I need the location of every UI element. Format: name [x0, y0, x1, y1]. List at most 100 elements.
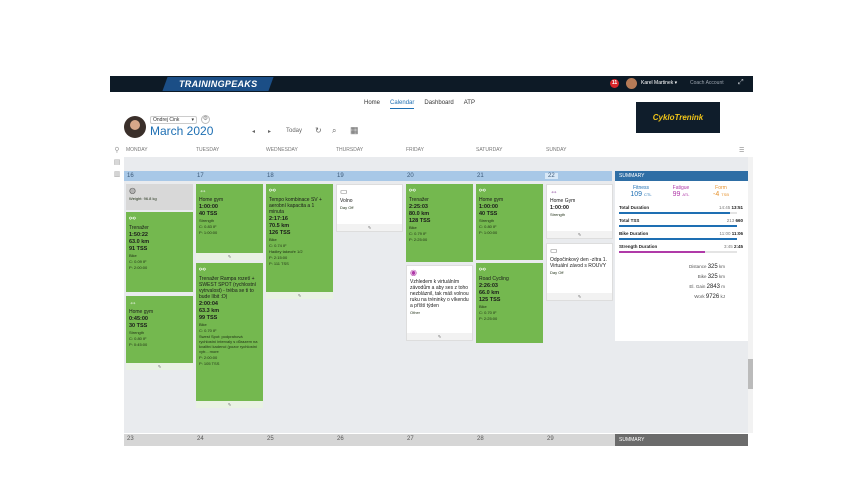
- bike-icon: ⚯: [479, 265, 486, 274]
- fatigue-unit: ATL: [682, 192, 690, 197]
- workout-card[interactable]: ⇔ Home gym 1:00:00 40 TSS Strength C: 0.…: [196, 184, 263, 260]
- summary-row-plan: 213: [726, 218, 735, 223]
- weekday-label: WEDNESDAY: [266, 147, 298, 153]
- athlete-select[interactable]: Ondrej Cink ▾: [150, 116, 197, 124]
- comment-icon[interactable]: ✎: [266, 292, 333, 299]
- date-label: 20: [407, 173, 414, 179]
- stat-label: El. Gain: [689, 284, 706, 289]
- expand-icon[interactable]: ⤢: [738, 79, 744, 86]
- workout-planned: P: 2:15:00: [269, 255, 288, 260]
- date-label: 16: [127, 173, 134, 179]
- tab-calendar[interactable]: Calendar: [390, 100, 415, 109]
- summary-row-label: Strength Duration: [619, 244, 658, 249]
- notification-badge[interactable]: 11: [610, 79, 619, 88]
- list-view-icon[interactable]: ☰: [739, 148, 745, 154]
- prev-icon[interactable]: ◂: [252, 129, 256, 135]
- workout-card[interactable]: ⚯ Road Cycling 2:26:03 66.0 km 125 TSS B…: [476, 263, 543, 343]
- comment-icon[interactable]: ✎: [547, 293, 612, 300]
- workout-tss: 30 TSS: [129, 323, 148, 329]
- workout-if: C: 0.09 IF: [129, 259, 147, 264]
- progress-track: [619, 225, 737, 227]
- note-card[interactable]: ◉ Vzhledem k virtuálním závodům a aby se…: [406, 265, 473, 341]
- summary-row-plan: 11:00: [719, 231, 731, 236]
- dayoff-card[interactable]: ▭ Odpočinkový den -zítra 1. Virtuální zá…: [546, 243, 613, 301]
- trainingpeaks-logo[interactable]: TRAININGPEAKS: [162, 77, 274, 91]
- stat-bike: Bike 325 km: [645, 274, 725, 280]
- comment-icon[interactable]: ✎: [196, 401, 263, 408]
- workout-title: Home gym: [199, 197, 224, 203]
- coach-account-link[interactable]: Coach Account: [690, 80, 724, 86]
- gear-icon[interactable]: ⚙: [201, 115, 210, 124]
- workout-tss: 99 TSS: [199, 315, 218, 321]
- workout-card[interactable]: ⚯ Tempo kombinace SV + aerobní kapacita …: [266, 184, 333, 299]
- summary-header: SUMMARY: [615, 171, 748, 181]
- comment-icon[interactable]: ✎: [126, 363, 193, 370]
- stat-value: 325: [707, 264, 718, 270]
- user-avatar[interactable]: [626, 78, 637, 89]
- workout-type: Bike: [269, 237, 277, 242]
- stat-label: Distance: [688, 264, 707, 269]
- date-label: 26: [337, 436, 344, 442]
- comment-icon[interactable]: ✎: [337, 224, 402, 231]
- summary-row-actual: 2:45: [733, 244, 743, 249]
- progress-fill: [619, 225, 737, 227]
- month-title: March 2020: [150, 124, 214, 138]
- workout-card[interactable]: ⇔ Home Gym 1:00:00 Strength ✎: [546, 184, 613, 239]
- workout-card[interactable]: ⚯ Trenažer Rampa rozetí + SWEST SPOT (ry…: [196, 263, 263, 408]
- scrollbar-track[interactable]: [748, 157, 753, 433]
- stat-work: Work 9726 kJ: [645, 294, 725, 300]
- athlete-avatar: [124, 116, 146, 138]
- date-label: 19: [337, 173, 344, 179]
- summary-row-actual: 660: [735, 218, 743, 223]
- user-menu[interactable]: Karel Martinek ▾: [641, 80, 678, 86]
- person-icon[interactable]: ⚲: [114, 147, 120, 154]
- workout-note: Hadley takeoře 1/2: [269, 249, 303, 254]
- workout-card[interactable]: ⚯ Trenažer 1:50:22 63.0 km 91 TSS Bike C…: [126, 212, 193, 292]
- workout-if: C: 0.79 IF: [409, 231, 427, 236]
- workout-card[interactable]: ⚯ Trenažer 2:25:03 80.0 km 128 TSS Bike …: [406, 184, 473, 262]
- stopwatch-icon: ◉: [410, 268, 417, 277]
- dayoff-card[interactable]: ▭ Volno Day Off ✎: [336, 184, 403, 232]
- comment-icon[interactable]: ✎: [407, 333, 472, 340]
- tab-home[interactable]: Home: [364, 100, 381, 106]
- cyklotrenink-logo: CykloTrenink: [636, 102, 720, 133]
- workout-duration: 2:25:03: [409, 204, 428, 210]
- today-button[interactable]: Today: [286, 128, 303, 134]
- workout-duration: 2:17:16: [269, 216, 288, 222]
- comment-icon[interactable]: ✎: [196, 253, 263, 260]
- workout-description: Swest Spot: podprahová rychlostní interv…: [199, 334, 258, 354]
- workout-distance: 63.3 km: [199, 308, 220, 314]
- workout-if: C: 0.70 IF: [199, 328, 217, 333]
- date-label: 29: [547, 436, 554, 442]
- summary-row-plan: 14:45: [718, 205, 731, 210]
- workout-duration: 1:00:00: [479, 204, 498, 210]
- workout-card[interactable]: ⚯ Home gym 1:00:00 40 TSS Strength C: 0.…: [476, 184, 543, 260]
- workout-type: Day Off: [550, 270, 564, 275]
- date-label: 24: [197, 436, 204, 442]
- date-label: 23: [127, 436, 134, 442]
- progress-track: [619, 238, 737, 240]
- workout-if: C: 0.80 IF: [129, 336, 147, 341]
- library-icon[interactable]: ▤: [113, 159, 121, 166]
- document-icon[interactable]: ▥: [113, 171, 121, 178]
- date-label: 28: [477, 436, 484, 442]
- tab-dashboard[interactable]: Dashboard: [424, 100, 454, 106]
- workout-title: Trenažer: [129, 225, 149, 231]
- workout-tss: 126 TSS: [269, 230, 291, 236]
- stat-unit: km: [719, 264, 725, 269]
- calendar-icon[interactable]: ▦: [350, 125, 359, 135]
- metrics-card[interactable]: ◍ Weight: 96.8 kg: [126, 184, 193, 210]
- side-toolbar: ⚲ ▤ ▥: [112, 146, 122, 182]
- tab-atp[interactable]: ATP: [463, 100, 475, 106]
- next-icon[interactable]: ▸: [268, 129, 272, 135]
- workout-title: Road Cycling: [479, 276, 509, 282]
- workout-card[interactable]: ⇔ Home gym 0:45:00 30 TSS Strength C: 0.…: [126, 296, 193, 370]
- refresh-icon[interactable]: ↻: [315, 126, 322, 135]
- search-icon[interactable]: ⌕: [332, 126, 337, 135]
- comment-icon[interactable]: ✎: [547, 231, 612, 238]
- weekday-label: FRIDAY: [406, 147, 424, 153]
- main-nav: Home Calendar Dashboard ATP: [364, 100, 475, 109]
- scrollbar-thumb[interactable]: [748, 359, 753, 389]
- stat-unit: km: [719, 274, 725, 279]
- workout-tss: 128 TSS: [409, 218, 431, 224]
